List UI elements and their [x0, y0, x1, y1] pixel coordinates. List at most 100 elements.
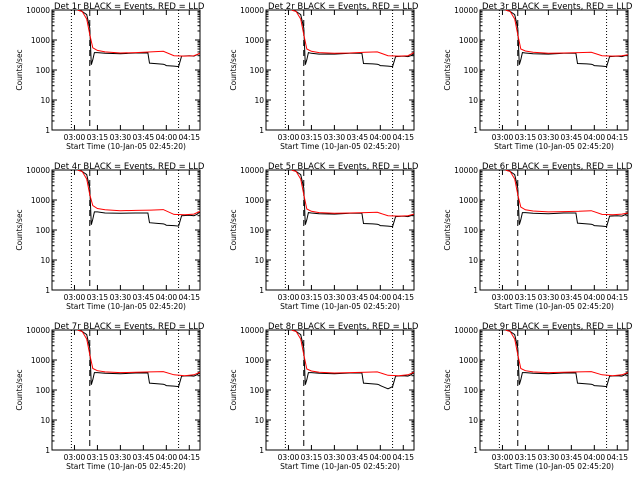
y-tick-label: 1000: [245, 356, 264, 365]
x-tick-label: 04:00: [370, 293, 392, 302]
x-axis-label: Start Time (10-Jan-05 02:45:20): [66, 142, 186, 151]
detector-panel-4: Det 4r BLACK = Events, RED = LLD 1 10 100 10…: [0, 160, 212, 320]
y-tick-label: 10000: [240, 166, 264, 175]
x-tick-label: 04:15: [392, 133, 414, 142]
y-tick-label: 10000: [26, 326, 50, 335]
y-tick-label: 1: [45, 446, 50, 455]
x-tick-label: 03:45: [347, 133, 369, 142]
y-tick-label: 1: [45, 286, 50, 295]
chart-svg: Det 5r BLACK = Events, RED = LLD 1 10 100 10…: [229, 162, 419, 311]
y-axis-label: Counts/sec: [229, 209, 238, 250]
y-tick-label: 10000: [26, 166, 50, 175]
chart-title: Det 2r BLACK = Events, RED = LLD: [268, 2, 419, 12]
y-tick-label: 100: [250, 226, 265, 235]
x-tick-label: 04:15: [178, 133, 200, 142]
x-tick-label: 04:15: [392, 293, 414, 302]
chart-svg: Det 9r BLACK = Events, RED = LLD 1 10 100 10…: [443, 322, 633, 471]
y-tick-label: 1000: [245, 36, 264, 45]
x-tick-label: 03:45: [133, 133, 155, 142]
chart-svg: Det 2r BLACK = Events, RED = LLD 1 10 100 10…: [229, 2, 419, 151]
x-axis-label: Start Time (10-Jan-05 02:45:20): [494, 302, 614, 311]
x-tick-label: 03:00: [492, 293, 514, 302]
y-tick-label: 1000: [31, 196, 50, 205]
y-tick-label: 1: [473, 286, 478, 295]
chart-svg: Det 6r BLACK = Events, RED = LLD 1 10 100 10…: [443, 162, 633, 311]
x-tick-label: 03:00: [278, 133, 300, 142]
x-axis-label: Start Time (10-Jan-05 02:45:20): [280, 462, 400, 471]
x-tick-label: 04:00: [156, 293, 178, 302]
x-tick-label: 04:15: [178, 453, 200, 462]
detector-panel-6: Det 6r BLACK = Events, RED = LLD 1 10 100 10…: [428, 160, 640, 320]
chart-title: Det 8r BLACK = Events, RED = LLD: [268, 322, 419, 332]
chart-svg: Det 1r BLACK = Events, RED = LLD 1 10 100 10…: [15, 2, 205, 151]
series-line-events: [505, 330, 628, 388]
plot-frame: [479, 329, 629, 451]
y-tick-label: 10: [468, 416, 478, 425]
series-line-events: [291, 170, 414, 228]
y-tick-label: 10: [254, 96, 264, 105]
chart-svg: Det 8r BLACK = Events, RED = LLD 1 10 100 10…: [229, 322, 419, 471]
x-tick-label: 04:15: [392, 453, 414, 462]
x-tick-label: 04:15: [606, 293, 628, 302]
x-tick-label: 03:30: [538, 133, 560, 142]
series-line-events: [505, 170, 628, 228]
chart-title: Det 4r BLACK = Events, RED = LLD: [54, 162, 205, 172]
y-tick-label: 1000: [459, 356, 478, 365]
y-axis-label: Counts/sec: [229, 369, 238, 410]
chart-title: Det 6r BLACK = Events, RED = LLD: [482, 162, 633, 172]
y-tick-label: 100: [36, 66, 51, 75]
x-tick-label: 04:15: [606, 453, 628, 462]
series-line-lld: [505, 10, 628, 57]
y-tick-label: 1: [259, 446, 264, 455]
y-tick-label: 1: [473, 446, 478, 455]
y-tick-label: 10: [254, 416, 264, 425]
x-axis-label: Start Time (10-Jan-05 02:45:20): [66, 462, 186, 471]
x-tick-label: 03:30: [110, 133, 132, 142]
x-tick-label: 03:30: [324, 133, 346, 142]
x-tick-label: 03:15: [515, 293, 537, 302]
x-tick-label: 03:00: [64, 133, 86, 142]
y-tick-label: 1: [473, 126, 478, 135]
x-tick-label: 04:00: [370, 133, 392, 142]
series-line-lld: [77, 170, 200, 216]
x-tick-label: 03:45: [133, 453, 155, 462]
detector-panel-1: Det 1r BLACK = Events, RED = LLD 1 10 100 10…: [0, 0, 212, 160]
x-tick-label: 03:15: [87, 293, 109, 302]
y-tick-label: 1: [259, 126, 264, 135]
y-axis-label: Counts/sec: [443, 49, 452, 90]
chart-title: Det 3r BLACK = Events, RED = LLD: [482, 2, 633, 12]
series-line-lld: [77, 330, 200, 377]
plot-frame: [51, 169, 201, 291]
detector-panel-8: Det 8r BLACK = Events, RED = LLD 1 10 100 10…: [214, 320, 426, 480]
x-tick-label: 03:45: [133, 293, 155, 302]
x-tick-label: 03:00: [278, 293, 300, 302]
y-tick-label: 10000: [454, 166, 478, 175]
y-axis-label: Counts/sec: [229, 49, 238, 90]
y-tick-label: 100: [250, 66, 265, 75]
x-tick-label: 03:15: [301, 453, 323, 462]
y-tick-label: 100: [250, 386, 265, 395]
y-axis-label: Counts/sec: [15, 369, 24, 410]
series-line-events: [77, 170, 200, 227]
plot-frame: [479, 9, 629, 131]
y-tick-label: 10000: [240, 6, 264, 15]
y-tick-label: 1000: [31, 356, 50, 365]
x-tick-label: 03:30: [538, 293, 560, 302]
y-tick-label: 10: [40, 256, 50, 265]
x-tick-label: 03:30: [110, 453, 132, 462]
y-axis-label: Counts/sec: [443, 209, 452, 250]
y-tick-label: 10: [40, 96, 50, 105]
series-line-lld: [291, 170, 414, 217]
x-tick-label: 03:15: [515, 133, 537, 142]
x-tick-label: 03:45: [561, 293, 583, 302]
y-tick-label: 1000: [459, 196, 478, 205]
x-tick-label: 03:00: [278, 453, 300, 462]
x-tick-label: 04:00: [156, 453, 178, 462]
x-tick-label: 03:15: [87, 133, 109, 142]
x-axis-label: Start Time (10-Jan-05 02:45:20): [280, 142, 400, 151]
x-tick-label: 03:15: [301, 133, 323, 142]
x-tick-label: 04:15: [606, 133, 628, 142]
plot-frame: [51, 9, 201, 131]
x-tick-label: 04:15: [178, 293, 200, 302]
chart-title: Det 1r BLACK = Events, RED = LLD: [54, 2, 205, 12]
